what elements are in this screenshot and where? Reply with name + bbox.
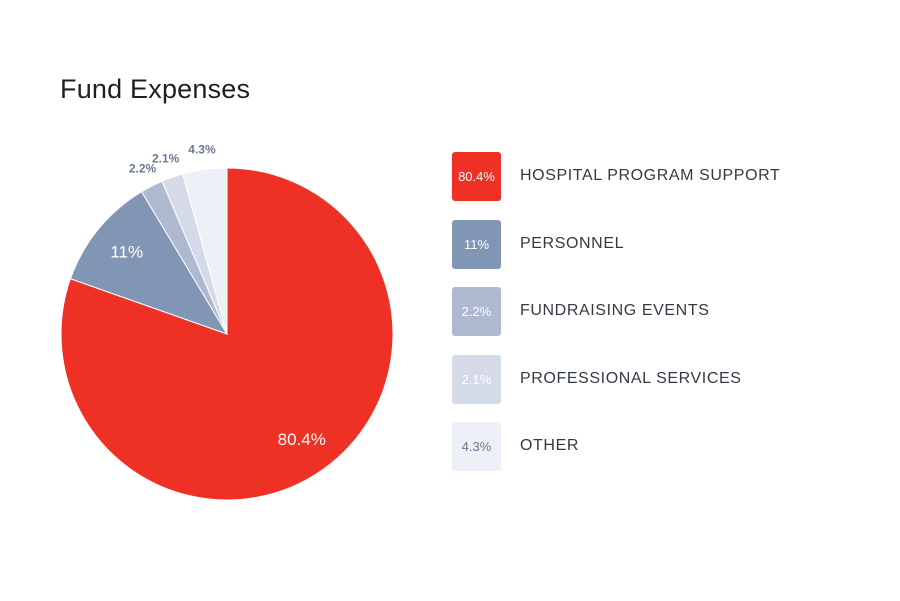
legend-swatch: 11%: [452, 219, 501, 269]
data-label-professional-services: 2.1%: [152, 151, 180, 165]
data-label-hospital-program-support: 80.4%: [278, 430, 326, 449]
legend-swatch-value: 4.3%: [461, 439, 492, 454]
legend-swatch-value: 11%: [463, 236, 490, 252]
data-label-fundraising-events: 2.2%: [129, 161, 157, 175]
legend-swatch: 80.4%: [452, 152, 501, 201]
data-label-personnel: 11%: [110, 243, 143, 262]
legend-swatch-value: 80.4%: [458, 169, 495, 184]
pie-slice-personnel[interactable]: [69, 190, 229, 335]
data-label-other: 4.3%: [188, 143, 216, 157]
legend-swatch-value: 2.1%: [461, 371, 492, 387]
legend-label: FUNDRAISING EVENTS: [520, 302, 710, 319]
legend-swatch: 2.1%: [452, 354, 501, 404]
legend-label: HOSPITAL PROGRAM SUPPORT: [520, 167, 781, 184]
chart-title: Fund Expenses: [60, 74, 251, 104]
legend-label: OTHER: [520, 437, 579, 454]
legend-swatch-value: 2.2%: [461, 304, 492, 319]
legend-label: PROFESSIONAL SERVICES: [520, 369, 742, 387]
pie-slice-other[interactable]: [182, 167, 228, 335]
legend-label: PERSONNEL: [520, 234, 625, 252]
legend-swatch: 2.2%: [452, 287, 501, 336]
legend-swatch: 4.3%: [452, 422, 501, 471]
